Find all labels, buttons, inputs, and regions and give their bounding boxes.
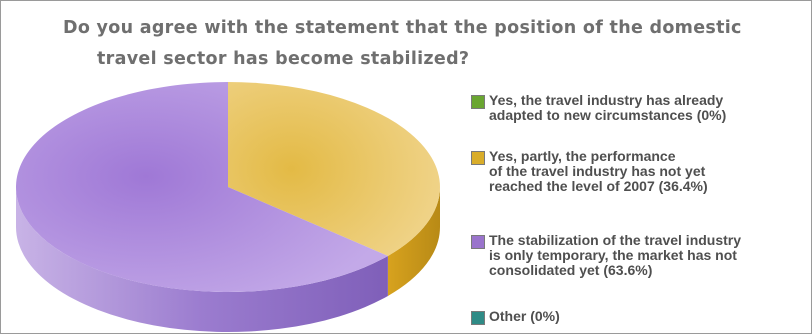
legend-label: Yes, partly, the performance of the trav… xyxy=(489,148,708,194)
pie-slice-side xyxy=(16,187,388,332)
legend-swatch-teal xyxy=(471,311,485,325)
legend-label: Yes, the travel industry has already ada… xyxy=(489,92,727,123)
pie-slice xyxy=(15,82,388,292)
legend-label: The stabilization of the travel industry… xyxy=(489,232,742,278)
legend-swatch-purple xyxy=(471,235,485,249)
chart-title-line-1: Do you agree with the statement that the… xyxy=(63,18,742,38)
legend-swatch-green xyxy=(471,95,485,109)
chart-title: Do you agree with the statement that the… xyxy=(63,13,793,75)
legend-label: Other (0%) xyxy=(489,308,560,324)
legend-swatch-gold xyxy=(471,151,485,165)
pie-slice-side xyxy=(387,187,440,296)
chart-title-line-2: travel sector has become stabilized? xyxy=(97,49,470,69)
pie-slice xyxy=(228,82,441,256)
